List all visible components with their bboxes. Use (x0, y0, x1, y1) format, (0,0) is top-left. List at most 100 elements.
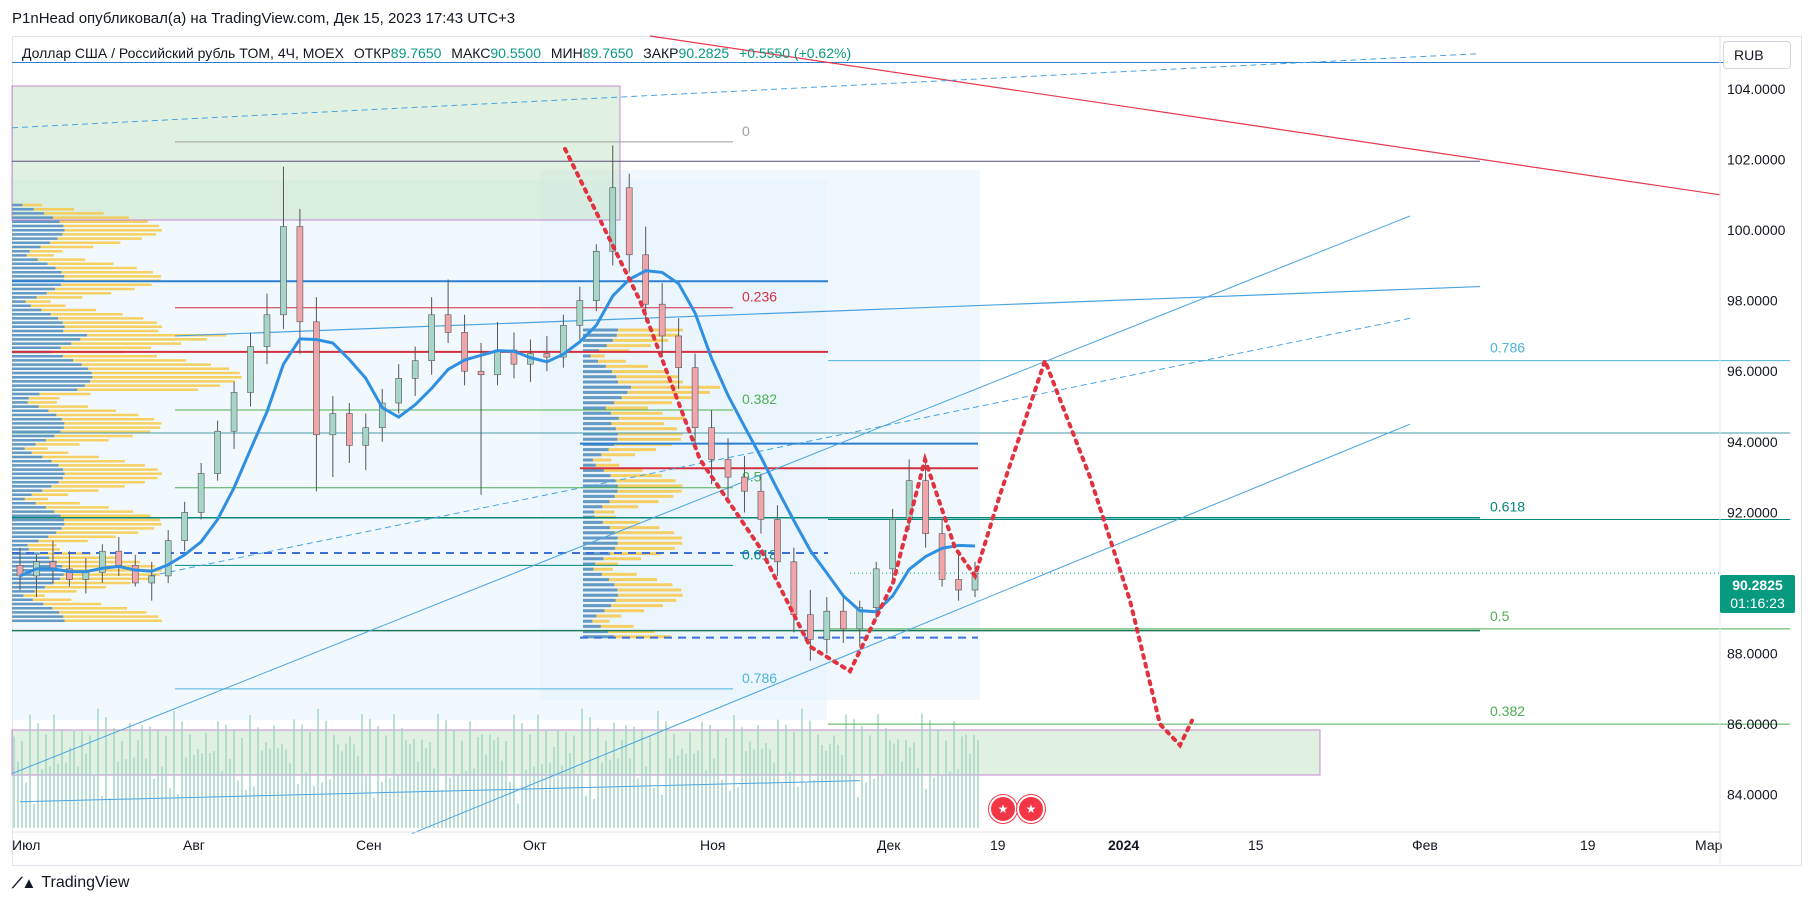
candle-body (691, 367, 699, 429)
x-axis-tick: 19 (1580, 837, 1596, 853)
brand-name: TradingView (41, 874, 130, 891)
last-price: 90.2825 (1732, 577, 1783, 593)
candle-body (889, 519, 896, 570)
fib-label: 0 (742, 123, 750, 139)
candle-body (938, 533, 946, 580)
candle (197, 462, 205, 520)
chart-frame (12, 36, 1802, 866)
dashed-trend-line (11, 53, 1481, 129)
y-axis-tick: 102.0000 (1727, 152, 1786, 168)
us-flag-icon[interactable]: ★ (989, 795, 1017, 823)
candle (313, 297, 320, 492)
candle-body (99, 550, 106, 573)
fib-label: 0.382 (1490, 703, 1525, 719)
fib-label: 0.786 (742, 670, 777, 686)
y-axis-tick: 86.0000 (1727, 716, 1778, 732)
candle-body (329, 413, 337, 436)
candle-body (642, 254, 649, 305)
candle-body (807, 614, 814, 640)
candle-body (164, 540, 172, 577)
candle (560, 314, 567, 368)
change-value: +0.5550 (+0.62%) (739, 45, 852, 61)
x-axis-tick: Мар (1695, 837, 1723, 853)
candle-body (444, 314, 452, 333)
candle (461, 314, 468, 386)
candle-body (708, 427, 715, 460)
x-axis-tick: Сен (356, 837, 382, 853)
candle-body (543, 353, 551, 358)
candle (856, 600, 864, 647)
candle-body (741, 476, 748, 492)
candle-body (592, 250, 600, 301)
candle (181, 501, 188, 552)
candle (741, 455, 748, 513)
candle (230, 381, 238, 449)
x-axis-tick: 19 (990, 837, 1006, 853)
candle-body (263, 314, 271, 347)
candle-body (477, 370, 485, 376)
fib-label: 0.5 (1490, 608, 1510, 624)
currency-button[interactable]: RUB (1723, 41, 1791, 69)
y-axis-tick: 92.0000 (1727, 504, 1778, 520)
candle (691, 353, 699, 449)
x-axis-tick: 15 (1248, 837, 1264, 853)
candle (428, 297, 435, 375)
low-label: МИН (550, 45, 583, 61)
candle-body (362, 427, 370, 446)
candle (839, 593, 847, 643)
candle-body (576, 300, 584, 326)
candle-body (428, 314, 435, 361)
candle (955, 554, 962, 601)
candle-body (922, 480, 929, 534)
candle-body (197, 473, 205, 513)
fib-label: 0.618 (1490, 498, 1525, 514)
y-axis-tick: 88.0000 (1727, 646, 1778, 662)
symbol-title[interactable]: Доллар США / Российский рубль TOM, 4Ч, M… (22, 45, 344, 61)
x-axis-tick: Ноя (700, 837, 725, 853)
tradingview-brand[interactable]: ⟋▲ TradingView (12, 874, 129, 892)
publisher-line: P1nHead опубликовал(а) на TradingView.co… (12, 10, 516, 27)
y-axis-tick: 96.0000 (1727, 363, 1778, 379)
candle-body (625, 187, 633, 256)
candle-body (774, 519, 781, 563)
fib-label: 0.618 (742, 546, 777, 562)
candle-body (658, 303, 666, 337)
symbol-legend: Доллар США / Российский рубль TOM, 4Ч, M… (22, 45, 851, 61)
candle-body (66, 568, 73, 580)
close-label: ЗАКР (643, 45, 679, 61)
candle (362, 413, 370, 471)
candle-body (148, 575, 156, 584)
candle-body (757, 490, 765, 520)
high-label: МАКС (451, 45, 491, 61)
candle-body (230, 392, 238, 432)
candle-body (280, 226, 287, 316)
candle (164, 530, 172, 583)
candle (922, 462, 929, 548)
x-axis-tick: Фев (1412, 837, 1438, 853)
candle-body (131, 565, 139, 584)
us-flag-icon-2[interactable]: ★ (1017, 795, 1045, 823)
y-axis-tick: 104.0000 (1727, 81, 1786, 97)
moving-average-line (19, 269, 976, 614)
candle (576, 286, 584, 340)
candle-body (411, 360, 419, 379)
resistance-trend-line (649, 35, 1721, 196)
candle (66, 551, 73, 587)
candle-body (313, 321, 320, 436)
candle (214, 420, 221, 481)
y-axis-tick: 94.0000 (1727, 434, 1778, 450)
candle (378, 388, 386, 442)
y-axis-tick: 84.0000 (1727, 787, 1778, 803)
candle (872, 561, 880, 619)
candle-body (675, 335, 682, 369)
candle-body (823, 610, 831, 640)
channel-upper-line (11, 215, 1411, 775)
candle (263, 293, 271, 365)
x-axis-tick: Июл (12, 837, 40, 853)
candle (148, 561, 156, 601)
trend-line (174, 285, 1481, 337)
candle (625, 173, 633, 273)
fib-label: 0.786 (1490, 340, 1525, 356)
candle (99, 544, 106, 583)
